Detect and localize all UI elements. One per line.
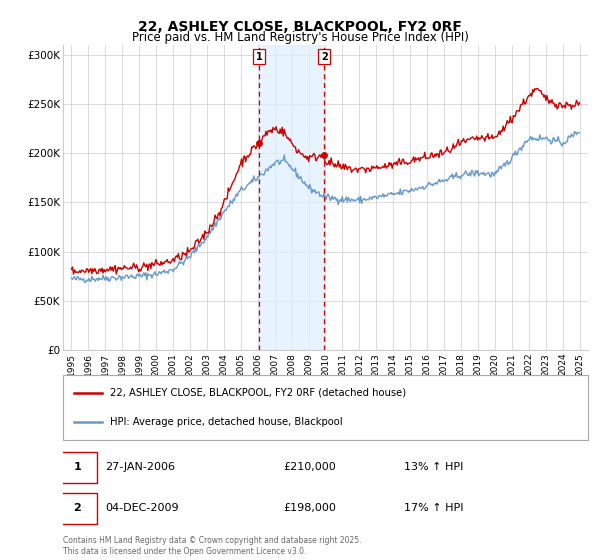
Text: 13% ↑ HPI: 13% ↑ HPI — [404, 463, 464, 473]
Text: £198,000: £198,000 — [284, 503, 337, 513]
Bar — [259, 45, 324, 350]
FancyBboxPatch shape — [58, 452, 97, 483]
Text: 2: 2 — [74, 503, 82, 513]
Text: Contains HM Land Registry data © Crown copyright and database right 2025.
This d: Contains HM Land Registry data © Crown c… — [63, 536, 361, 556]
FancyBboxPatch shape — [63, 375, 588, 440]
Text: Price paid vs. HM Land Registry's House Price Index (HPI): Price paid vs. HM Land Registry's House … — [131, 31, 469, 44]
Text: 22, ASHLEY CLOSE, BLACKPOOL, FY2 0RF: 22, ASHLEY CLOSE, BLACKPOOL, FY2 0RF — [138, 20, 462, 34]
FancyBboxPatch shape — [58, 493, 97, 524]
Text: 17% ↑ HPI: 17% ↑ HPI — [404, 503, 464, 513]
Text: 1: 1 — [74, 463, 82, 473]
Text: 27-JAN-2006: 27-JAN-2006 — [105, 463, 175, 473]
Text: 2: 2 — [321, 52, 328, 62]
Text: £210,000: £210,000 — [284, 463, 336, 473]
Text: 22, ASHLEY CLOSE, BLACKPOOL, FY2 0RF (detached house): 22, ASHLEY CLOSE, BLACKPOOL, FY2 0RF (de… — [110, 388, 406, 398]
Text: 04-DEC-2009: 04-DEC-2009 — [105, 503, 179, 513]
Text: 1: 1 — [256, 52, 262, 62]
Text: HPI: Average price, detached house, Blackpool: HPI: Average price, detached house, Blac… — [110, 417, 343, 427]
